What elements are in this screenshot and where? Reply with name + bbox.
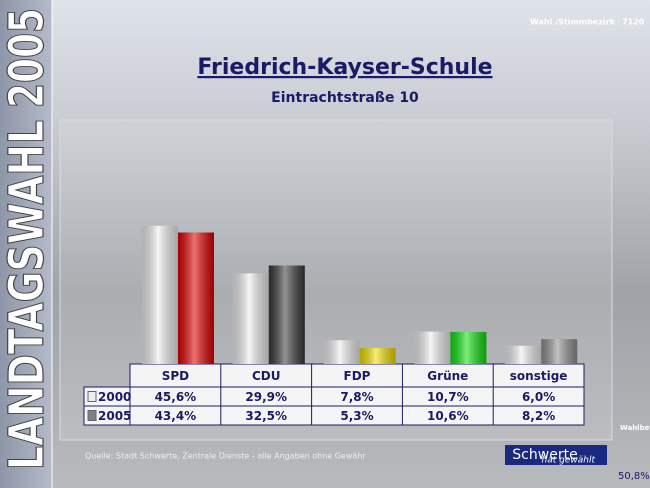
banner-word: LANDTAGSWAHL [0,120,55,470]
district: 7120 [622,18,645,27]
value-label: 32,5% [245,409,287,423]
bar-sheen [323,340,360,364]
bar-sheen [232,273,269,364]
legend-swatch [87,410,97,421]
legend-swatch [87,391,97,402]
banner [0,0,52,488]
bar-sheen [505,345,542,364]
value-label: 29,9% [245,390,287,404]
bar-sheen [414,331,451,364]
subtitle: Eintrachtstraße 10 [271,90,419,106]
category-label: sonstige [510,369,568,383]
title: Friedrich-Kayser-Schule [197,55,492,80]
bar-sheen [178,232,214,364]
bar-sheen [142,225,178,364]
bar-sheen [268,265,305,364]
turnout-label: Wahlbet.: [620,424,650,432]
turnout: 50,8% [618,471,650,482]
city-badge [505,445,607,465]
category-label: SPD [162,369,189,383]
bar-sheen [450,331,487,364]
category-label: FDP [344,369,371,383]
category-label: CDU [252,369,281,383]
value-label: 45,6% [155,390,197,404]
value-label: 10,7% [427,390,469,404]
banner-year: 2005 [0,8,55,108]
bar-sheen [541,339,578,364]
value-label: 8,2% [522,409,555,423]
source: Quelle: Stadt Schwerte, Zentrale Dienste… [85,452,366,461]
category-label: Grüne [427,369,468,383]
city-note: hat gewählt [542,456,596,466]
value-label: 5,3% [340,409,373,423]
legend-label: 2005 [98,409,131,423]
bar-sheen [359,347,396,364]
city: Schwerte [512,447,577,463]
value-label: 43,4% [155,409,197,423]
value-label: 6,0% [522,390,555,404]
district-label: Wahl /Stimmbezirk [530,18,616,27]
legend-label: 2000 [98,390,131,404]
value-label: 7,8% [340,390,373,404]
value-label: 10,6% [427,409,469,423]
